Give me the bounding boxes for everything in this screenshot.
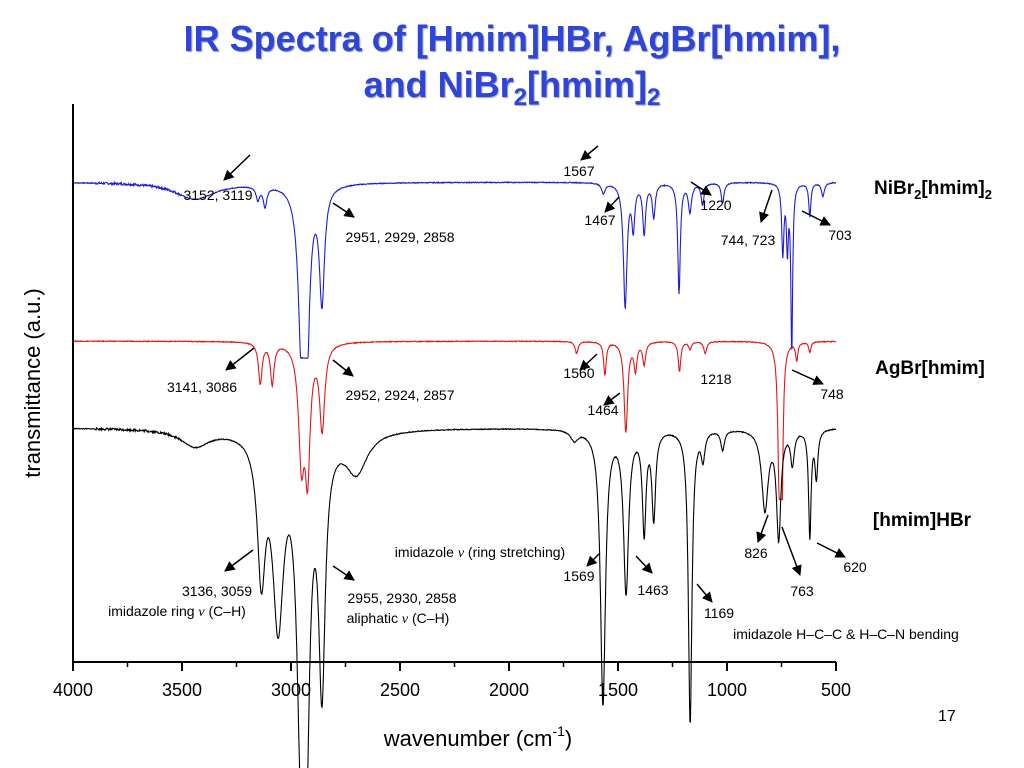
annotations: 3152, 3119 2951, 2929, 2858 1567 1467 1220 74… bbox=[108, 145, 959, 642]
annotation-arrow bbox=[225, 347, 255, 371]
x-tick-label: 3500 bbox=[162, 680, 202, 700]
annotation-arrow bbox=[604, 196, 620, 213]
peak-annotation: 826 bbox=[744, 545, 768, 561]
peak-annotation: 1569 bbox=[563, 568, 594, 584]
peak-annotation: 1463 bbox=[637, 582, 668, 598]
annotation-arrow bbox=[696, 583, 713, 603]
peak-annotation: 2952, 2924, 2857 bbox=[346, 387, 455, 403]
x-tick-label: 2500 bbox=[380, 680, 420, 700]
annotation-arrow bbox=[579, 353, 598, 371]
title-line2-subscript: 2 bbox=[513, 84, 527, 112]
title-line2-prefix: and NiBr bbox=[363, 64, 514, 105]
annotation-arrow bbox=[759, 189, 773, 223]
annotation-arrow bbox=[816, 542, 846, 558]
peak-annotation: aliphatic v (C–H) bbox=[347, 610, 450, 627]
peak-annotation: 2955, 2930, 2858 bbox=[348, 590, 457, 606]
x-axis-label: wavenumber (cm-1) bbox=[383, 723, 573, 751]
x-tick-label: 1500 bbox=[598, 680, 638, 700]
peak-annotation: 2951, 2929, 2858 bbox=[346, 229, 455, 245]
title-line2-subscript2: 2 bbox=[647, 84, 661, 112]
x-tick-label: 1000 bbox=[707, 680, 747, 700]
spectrum-line-0 bbox=[72, 180, 837, 360]
peak-annotation: imidazole v (ring stretching) bbox=[395, 544, 565, 561]
spectrum-line-2 bbox=[72, 426, 837, 768]
peak-annotation: 1220 bbox=[700, 197, 731, 213]
y-axis-label: transmittance (a.u.) bbox=[20, 288, 45, 478]
slide-title-line2: and NiBr2[hmim]2 bbox=[0, 64, 1024, 112]
annotation-arrow bbox=[586, 552, 601, 567]
peak-annotation: 763 bbox=[790, 583, 814, 599]
peak-annotation: 620 bbox=[843, 559, 867, 575]
spectrum-line-1 bbox=[72, 339, 837, 501]
title-line2-suffix: [hmim] bbox=[527, 64, 647, 105]
peak-annotation: 1218 bbox=[700, 371, 731, 387]
peak-annotation: 3136, 3059 bbox=[182, 583, 252, 599]
series-label-2: [hmim]HBr bbox=[873, 510, 972, 531]
peak-annotation: 703 bbox=[828, 227, 852, 243]
page-number: 17 bbox=[938, 708, 956, 725]
peak-annotation: 1560 bbox=[563, 365, 594, 381]
series-label-1: AgBr[hmim] bbox=[875, 358, 985, 379]
annotation-arrow bbox=[690, 181, 712, 196]
annotation-arrow bbox=[801, 210, 831, 226]
annotation-arrow bbox=[791, 369, 824, 385]
x-tick-label: 4000 bbox=[53, 680, 93, 700]
annotation-arrow bbox=[635, 555, 653, 574]
annotation-arrow bbox=[332, 202, 355, 218]
annotation-arrow bbox=[332, 359, 354, 377]
annotation-arrow bbox=[756, 514, 769, 543]
peak-annotation: 3152, 3119 bbox=[183, 187, 252, 203]
peak-annotation: 1467 bbox=[584, 212, 615, 228]
annotation-arrow bbox=[781, 526, 802, 576]
peak-annotation: 3141, 3086 bbox=[167, 379, 237, 395]
x-axis-ticks: 4000 3500 3000 2500 2000 1500 1000 500 bbox=[53, 662, 851, 700]
peak-annotation: 744, 723 bbox=[721, 232, 776, 248]
series-labels: NiBr2[hmim]2 AgBr[hmim] [hmim]HBr bbox=[873, 178, 992, 531]
annotation-arrow bbox=[224, 549, 254, 572]
series-lines bbox=[72, 180, 837, 768]
peak-annotation: 1567 bbox=[563, 163, 594, 179]
peak-annotation: imidazole H–C–C & H–C–N bending bbox=[733, 626, 959, 642]
series-label-0: NiBr2[hmim]2 bbox=[874, 178, 992, 202]
peak-annotation: 1464 bbox=[587, 402, 618, 418]
peak-annotation: imidazole ring v (C–H) bbox=[108, 603, 246, 620]
annotation-arrow bbox=[603, 392, 621, 406]
peak-annotation: 748 bbox=[820, 386, 844, 402]
annotation-arrow bbox=[580, 145, 599, 161]
x-tick-label: 500 bbox=[821, 680, 851, 700]
slide-title-line1: IR Spectra of [Hmim]HBr, AgBr[hmim], bbox=[183, 18, 841, 59]
x-tick-label: 3000 bbox=[271, 680, 311, 700]
peak-annotation: 1169 bbox=[704, 605, 734, 621]
annotation-arrow bbox=[223, 154, 251, 181]
annotation-arrow bbox=[332, 565, 355, 581]
x-tick-label: 2000 bbox=[489, 680, 529, 700]
